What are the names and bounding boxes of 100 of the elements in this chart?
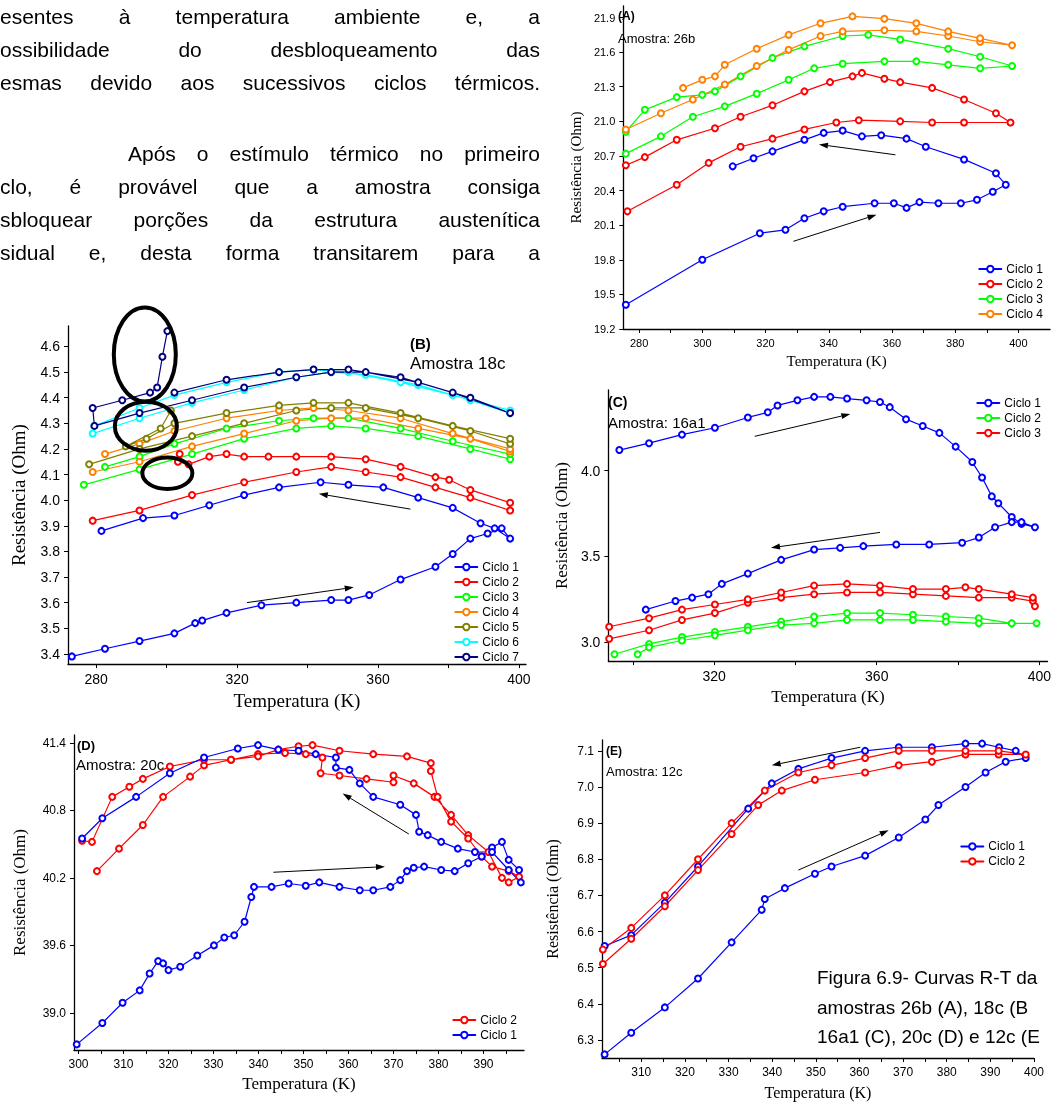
y-tick-label: 6.8: [577, 852, 595, 867]
y-axis-title: Resistência (Ohm): [552, 462, 571, 590]
legend-label: Ciclo 3: [482, 590, 520, 604]
y-axis-title: Resistência (Ohm): [8, 424, 30, 567]
x-tick-label: 340: [819, 336, 838, 349]
x-tick-label: 360: [882, 336, 902, 349]
y-tick-label: 4.4: [40, 389, 61, 406]
y-tick-label: 19.5: [593, 288, 616, 301]
legend-label: Ciclo 6: [482, 635, 520, 649]
x-tick-label: 320: [225, 671, 249, 688]
x-axis-title: Temperatura (K): [771, 687, 885, 706]
x-tick-label: 390: [980, 1065, 1001, 1079]
legend-label: Ciclo 2: [480, 1013, 518, 1027]
y-tick-label: 3.8: [40, 543, 61, 560]
annotation: Amostra: 12c: [606, 764, 684, 779]
y-tick-label: 20.1: [593, 219, 616, 232]
y-tick-label: 4.6: [40, 338, 61, 355]
annotation: Figura 6.9- Curvas R-T da: [817, 967, 1038, 988]
x-tick-label: 300: [68, 1057, 89, 1071]
x-tick-label: 370: [383, 1057, 404, 1071]
x-tick-label: 370: [893, 1065, 914, 1079]
x-tick-label: 360: [366, 671, 390, 688]
x-tick-label: 340: [248, 1057, 269, 1071]
x-tick-label: 280: [84, 671, 109, 688]
x-tick-label: 320: [674, 1065, 696, 1079]
x-tick-label: 400: [1023, 1065, 1045, 1079]
y-tick-label: 39.0: [42, 1005, 67, 1020]
x-axis-title: Temperatura (K): [242, 1073, 356, 1093]
y-tick-label: 3.4: [40, 645, 61, 662]
legend-label: Ciclo 2: [1006, 277, 1044, 291]
y-tick-label: 40.8: [42, 803, 67, 818]
text: Após o estímulo térmico no primeiro: [128, 142, 540, 166]
x-tick-label: 310: [631, 1065, 652, 1079]
x-tick-label: 320: [158, 1057, 179, 1071]
x-tick-label: 400: [1009, 336, 1028, 349]
annotation: (B): [410, 335, 431, 352]
legend-label: Ciclo 2: [482, 575, 520, 589]
y-tick-label: 20.4: [593, 184, 616, 197]
y-tick-label: 4.3: [40, 415, 61, 432]
x-tick-label: 320: [702, 668, 726, 685]
y-tick-label: 6.5: [577, 960, 595, 975]
x-tick-label: 400: [1027, 668, 1052, 685]
y-tick-label: 6.4: [577, 996, 595, 1011]
x-tick-label: 320: [756, 336, 775, 349]
y-tick-label: 21.3: [593, 80, 616, 93]
y-tick-label: 39.6: [42, 938, 67, 953]
y-tick-label: 21.6: [593, 46, 616, 59]
x-tick-label: 360: [849, 1065, 870, 1079]
y-tick-label: 21.9: [593, 11, 616, 24]
legend-label: Ciclo 3: [1006, 292, 1044, 306]
annotation: amostras 26b (A), 18c (B: [817, 997, 1029, 1018]
text: sidual e, desta forma transitarem para a: [0, 241, 540, 265]
y-tick-label: 41.4: [42, 735, 67, 750]
y-axis-title: Resistência (Ohm): [10, 829, 29, 956]
y-axis-title: Resistência (Ohm): [567, 111, 585, 224]
text: clo, é provável que a amostra consiga: [0, 175, 540, 199]
x-axis-title: Temperatura (K): [764, 1083, 872, 1102]
x-tick-label: 280: [629, 336, 649, 349]
x-tick-label: 360: [865, 668, 889, 685]
y-tick-label: 3.9: [40, 517, 61, 534]
x-tick-label: 350: [293, 1057, 314, 1071]
x-tick-label: 360: [338, 1057, 359, 1071]
y-tick-label: 7.1: [577, 743, 595, 758]
y-tick-label: 21.0: [593, 115, 616, 128]
y-tick-label: 3.5: [580, 548, 601, 565]
x-tick-label: 330: [718, 1065, 739, 1079]
y-tick-label: 4.1: [40, 466, 61, 483]
y-tick-label: 6.6: [577, 924, 595, 939]
annotation: Amostra: 20c: [76, 756, 165, 773]
x-axis-title: Temperatura (K): [233, 690, 361, 712]
x-tick-label: 380: [428, 1057, 449, 1071]
text: sbloquear porções da estrutura austenítica: [0, 208, 540, 232]
y-tick-label: 3.6: [40, 594, 61, 611]
text: esmas devido aos sucessivos ciclos térmicos.: [0, 71, 540, 95]
text: ossibilidade do desbloqueamento das: [0, 38, 540, 62]
y-tick-label: 19.8: [593, 253, 616, 266]
y-tick-label: 7.0: [577, 779, 595, 794]
x-tick-label: 400: [507, 671, 531, 688]
legend-label: Ciclo 5: [482, 620, 520, 634]
x-tick-label: 390: [473, 1057, 494, 1071]
x-tick-label: 300: [693, 336, 712, 349]
y-tick-label: 3.0: [580, 634, 601, 651]
x-tick-label: 340: [762, 1065, 783, 1079]
x-axis-title: Temperatura (K): [786, 352, 887, 370]
legend-label: Ciclo 4: [1006, 307, 1044, 321]
annotation: Amostra: 16a1: [608, 414, 706, 431]
x-tick-label: 310: [113, 1057, 134, 1071]
y-tick-label: 4.2: [40, 440, 61, 457]
legend-label: Ciclo 7: [482, 650, 520, 664]
text: esentes à temperatura ambiente e, a: [0, 5, 540, 29]
legend-label: Ciclo 1: [1004, 396, 1042, 410]
y-tick-label: 3.7: [40, 569, 61, 586]
annotation: (D): [77, 738, 96, 753]
annotation: (C): [608, 394, 628, 410]
y-tick-label: 3.5: [40, 620, 61, 637]
y-tick-label: 4.5: [40, 364, 61, 381]
y-tick-label: 6.7: [577, 888, 595, 903]
legend-label: Ciclo 1: [482, 560, 520, 574]
legend-label: Ciclo 2: [1004, 411, 1042, 425]
legend-label: Ciclo 3: [1004, 426, 1042, 440]
